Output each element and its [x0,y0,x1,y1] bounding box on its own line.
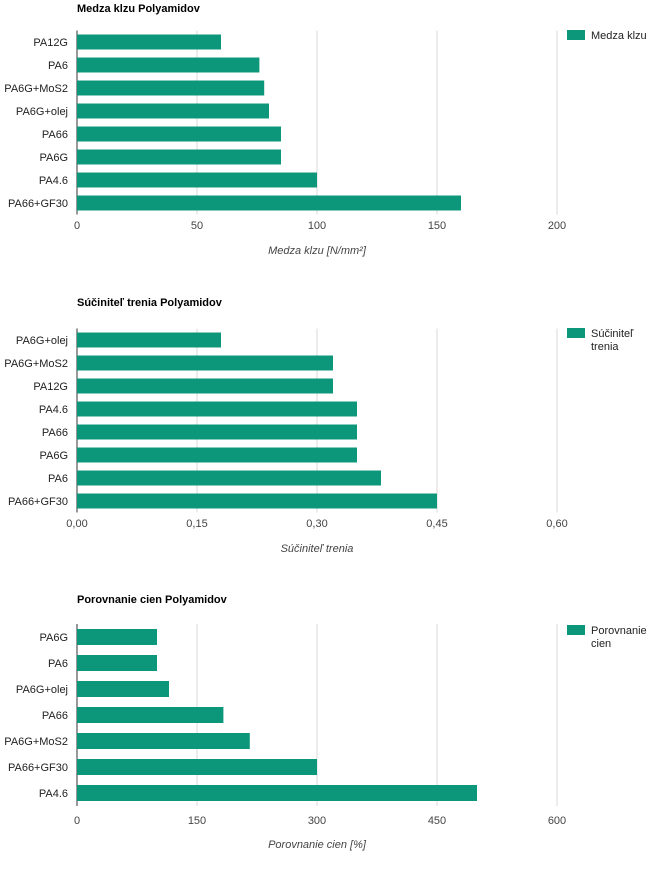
category-label: PA66+GF30 [8,496,68,508]
x-tick-label: 0,00 [66,518,87,530]
chart-title: Medza klzu Polyamidov [77,3,201,15]
category-label: PA4.6 [39,788,68,800]
category-label: PA6 [48,658,68,670]
bar-pa66-gf30[interactable] [77,493,437,509]
x-tick-label: 0,45 [426,518,447,530]
x-tick-label: 300 [308,815,326,827]
legend-swatch [567,625,585,635]
bar-pa6g[interactable] [77,149,281,165]
bar-pa6g-mos2[interactable] [77,355,333,371]
category-label: PA6G+MoS2 [4,736,68,748]
chart-medza-klzu: Medza klzu Polyamidov 0 50 100 150 200 PA12G PA… [0,0,650,285]
bar-pa6g-olej[interactable] [77,103,269,119]
x-axis-title: Medza klzu [N/mm²] [268,245,367,257]
category-label: PA6G+MoS2 [4,83,68,95]
legend-label: Medza klzu [591,30,647,42]
bar-pa6[interactable] [77,470,381,486]
category-label: PA66 [42,129,68,141]
category-label: PA66+GF30 [8,198,68,210]
x-tick-label: 600 [548,815,566,827]
category-label: PA6G [39,632,68,644]
category-label: PA4.6 [39,175,68,187]
x-tick-label: 200 [548,220,566,232]
bar-pa6g-olej[interactable] [77,681,169,697]
chart-suciniteltrenia: Súčiniteľ trenia Polyamidov 0,00 0,15 0,30 0… [0,293,650,578]
legend-label: Súčiniteľ [591,328,634,340]
bar-pa66[interactable] [77,126,281,142]
chart-title: Porovnanie cien Polyamidov [77,594,228,606]
bar-pa66[interactable] [77,707,224,723]
category-label: PA6G+olej [16,106,68,118]
legend-label: cien [591,638,611,650]
legend-swatch [567,30,585,40]
category-label: PA12G [33,37,68,49]
category-label: PA6G+olej [16,335,68,347]
x-tick-label: 100 [308,220,326,232]
bar-pa6g-mos2[interactable] [77,80,265,96]
category-label: PA6 [48,473,68,485]
bar-pa6[interactable] [77,655,157,671]
x-tick-label: 0,15 [186,518,207,530]
category-label: PA12G [33,381,68,393]
bar-pa6[interactable] [77,57,260,73]
x-tick-label: 0,30 [306,518,327,530]
category-label: PA6G [39,152,68,164]
legend-label: trenia [591,341,619,353]
category-label: PA6 [48,60,68,72]
bar-pa6g-mos2[interactable] [77,733,250,749]
chart-svg: Porovnanie cien Polyamidov 0 150 300 450 600 P… [4,594,647,851]
x-axis-title: Súčiniteľ trenia [281,543,354,555]
legend-label: Porovnanie [591,625,647,637]
x-tick-label: 150 [188,815,206,827]
category-label: PA4.6 [39,404,68,416]
category-label: PA66 [42,710,68,722]
bar-pa66-gf30[interactable] [77,195,461,211]
category-label: PA6G [39,450,68,462]
bar-pa66-gf30[interactable] [77,759,317,775]
legend-swatch [567,328,585,338]
x-axis-title: Porovnanie cien [%] [268,839,367,851]
x-tick-label: 50 [191,220,203,232]
charts-container: Medza klzu Polyamidov 0 50 100 150 200 PA12G PA… [0,0,650,851]
x-tick-label: 450 [428,815,446,827]
bar-pa6g[interactable] [77,447,357,463]
chart-porovnanie-cien: Porovnanie cien Polyamidov 0 150 300 450 600 P… [0,590,650,875]
chart-svg: Medza klzu Polyamidov 0 50 100 150 200 PA12G PA… [4,3,647,257]
category-label: PA66 [42,427,68,439]
x-tick-label: 0,60 [546,518,567,530]
bar-pa12g[interactable] [77,34,221,50]
bar-pa4-6[interactable] [77,785,477,801]
category-label: PA6G+olej [16,684,68,696]
chart-svg: Súčiniteľ trenia Polyamidov 0,00 0,15 0,30 0… [4,297,634,555]
chart-title: Súčiniteľ trenia Polyamidov [77,297,223,309]
legend: Medza klzu [567,30,647,42]
x-tick-label: 0 [74,220,80,232]
bar-pa6g-olej[interactable] [77,332,221,348]
category-label: PA6G+MoS2 [4,358,68,370]
bar-pa66[interactable] [77,424,357,440]
x-tick-label: 150 [428,220,446,232]
bar-pa4-6[interactable] [77,401,357,417]
bar-pa4-6[interactable] [77,172,317,188]
bar-pa6g[interactable] [77,629,157,645]
bar-pa12g[interactable] [77,378,333,394]
category-label: PA66+GF30 [8,762,68,774]
x-tick-label: 0 [74,815,80,827]
